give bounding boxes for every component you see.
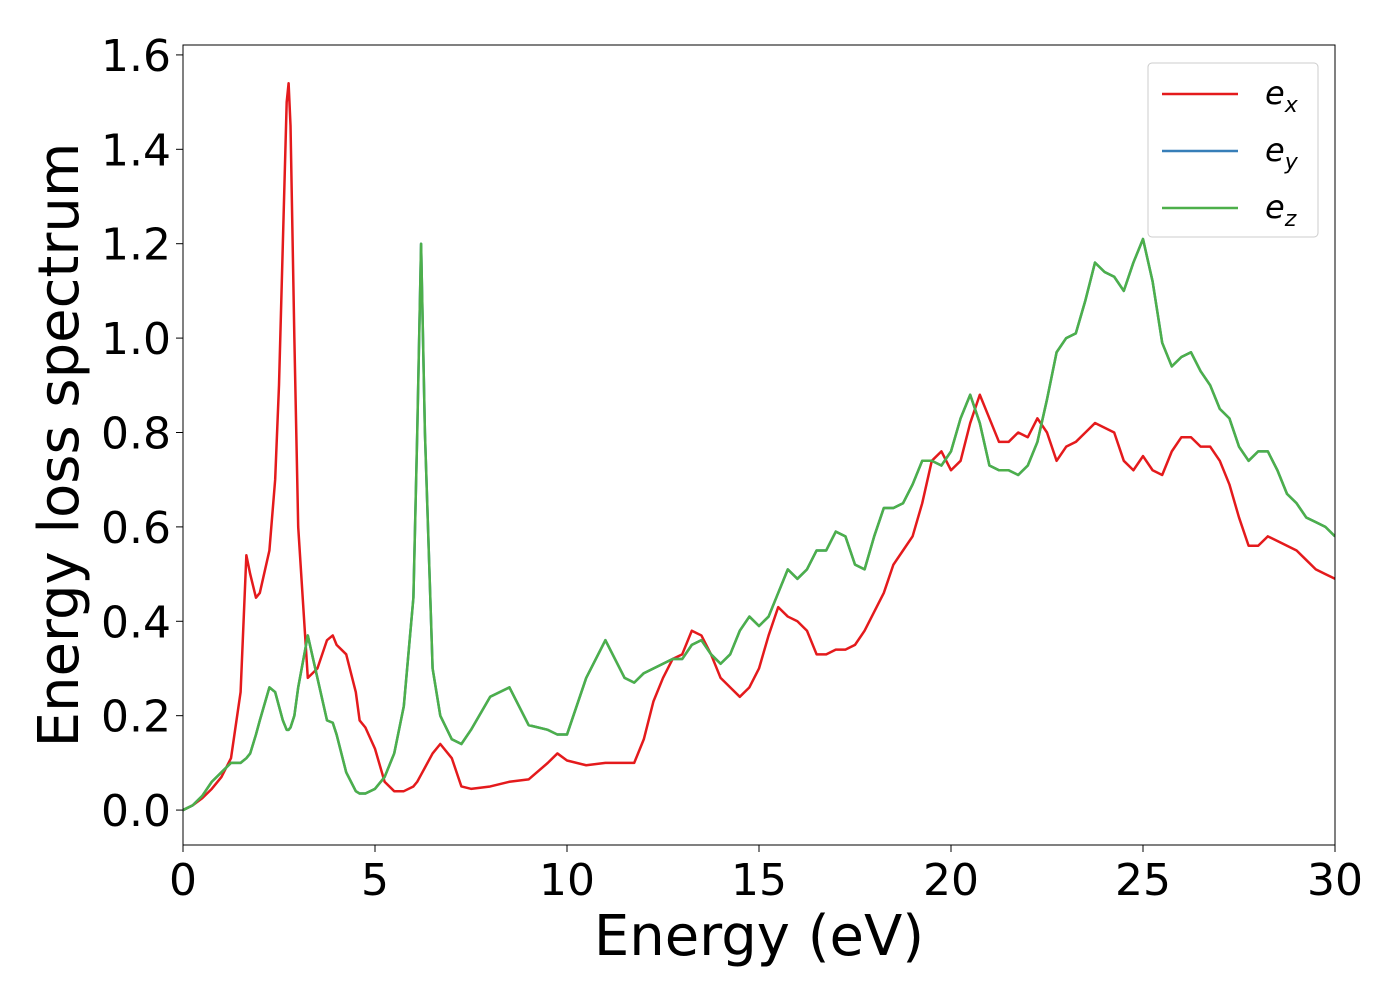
- x-tick-label: 30: [1307, 855, 1363, 906]
- y-tick-label: 0.0: [101, 786, 171, 837]
- x-tick-label: 10: [539, 855, 595, 906]
- x-tick-label: 25: [1115, 855, 1171, 906]
- plot-frame: [182, 44, 1336, 846]
- y-tick-label: 0.2: [101, 692, 171, 743]
- x-tick-label: 0: [169, 855, 197, 906]
- y-tick-label: 1.2: [101, 220, 171, 271]
- legend-label: ez: [1265, 188, 1297, 232]
- y-tick-label: 0.6: [101, 503, 171, 554]
- x-tick-label: 5: [361, 855, 389, 906]
- series-line: [183, 237, 1335, 812]
- y-tick-label: 1.6: [101, 31, 171, 82]
- x-tick-label: 20: [923, 855, 979, 906]
- series-line: [183, 237, 1335, 812]
- x-axis-label: Energy (eV): [594, 904, 924, 969]
- series-line: [183, 81, 1335, 812]
- y-tick-label: 1.0: [101, 314, 171, 365]
- y-tick-label: 1.4: [101, 125, 171, 176]
- legend-label: ex: [1265, 74, 1299, 118]
- y-tick-label: 0.8: [101, 408, 171, 459]
- x-tick-label: 15: [731, 855, 787, 906]
- y-axis-label: Energy loss spectrum: [27, 143, 92, 748]
- y-tick-label: 0.4: [101, 597, 171, 648]
- legend-label: ey: [1265, 131, 1299, 175]
